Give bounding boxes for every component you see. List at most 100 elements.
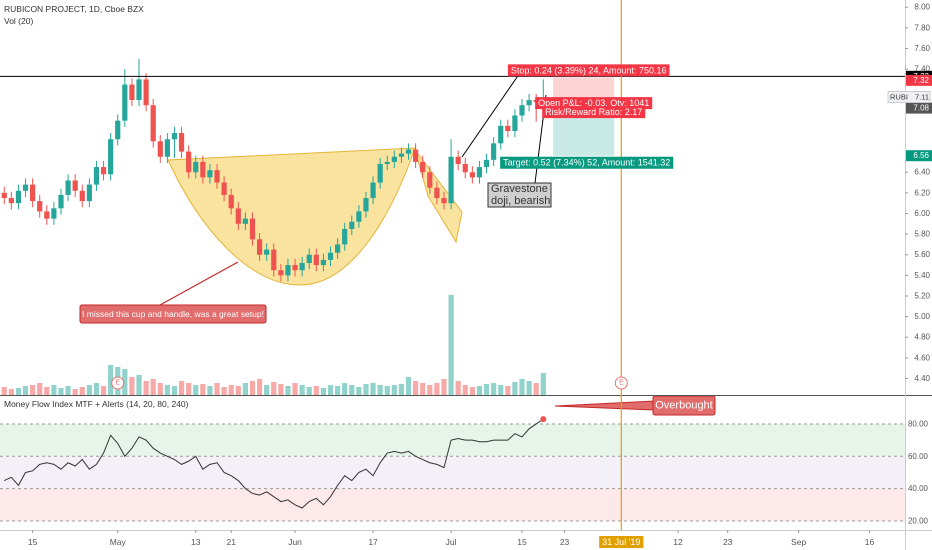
candle-body: [349, 221, 355, 229]
candle-body: [249, 218, 256, 240]
volume-bar: [313, 386, 319, 395]
volume-bar: [8, 389, 14, 395]
volume-bar: [1, 387, 7, 395]
overbought-text: Overbought: [655, 400, 712, 412]
axis-price-label: 7.32: [913, 76, 929, 85]
x-tick-label: 12: [673, 537, 683, 547]
candle-body: [58, 194, 64, 209]
candle-body: [292, 265, 298, 271]
pnl-label: Open P&L: -0.03, Qty: 1041: [538, 98, 649, 108]
stop-label-bg: [507, 64, 670, 77]
candle-body: [427, 172, 433, 188]
volume-bar: [462, 385, 468, 395]
candle-body: [476, 167, 483, 178]
volume-bar: [455, 381, 461, 395]
candle-body: [299, 262, 305, 271]
y-tick-label: 40.00: [908, 484, 929, 493]
mfi-line: [4, 418, 544, 509]
band: [0, 456, 905, 489]
candle-body: [306, 254, 312, 263]
volume-bar: [235, 386, 241, 395]
candle-body: [264, 249, 270, 255]
candle-body: [462, 163, 468, 173]
y-tick-label: 5.20: [914, 291, 930, 300]
candle-body: [505, 125, 511, 131]
volume-bar: [306, 387, 312, 395]
candle-body: [178, 133, 185, 152]
candle-body: [79, 190, 85, 202]
volume-bar: [256, 379, 263, 395]
candle-body: [8, 198, 14, 204]
candle-body: [285, 265, 291, 276]
candle-body: [51, 208, 57, 219]
volume-bar: [200, 384, 206, 395]
mfi-last-point: [540, 416, 547, 423]
candle-body: [200, 161, 206, 178]
volume-bar: [391, 385, 397, 395]
x-tick-label: 21: [226, 537, 236, 547]
doji-box: [487, 182, 552, 208]
volume-bar: [533, 383, 539, 395]
volume-bar: [207, 386, 213, 395]
volume-bar: [214, 383, 220, 395]
volume-bar: [100, 386, 107, 395]
candle-body: [171, 133, 178, 140]
candle-body: [37, 201, 43, 212]
volume-bar: [434, 383, 440, 395]
volume-bar: [349, 385, 355, 395]
volume-bar: [512, 382, 518, 395]
candle-body: [483, 159, 490, 168]
volume-bar: [143, 381, 149, 395]
target-label: Target: 0.52 (7.34%) 52, Amount: 1541.32: [503, 158, 670, 168]
candle-body: [512, 115, 518, 131]
volume-bar: [377, 385, 383, 395]
volume-bar: [384, 386, 390, 395]
volume-bar: [30, 385, 36, 395]
volume-bar: [44, 387, 50, 395]
candle-body: [278, 270, 284, 276]
volume-bar: [271, 382, 277, 395]
volume-bar: [65, 386, 71, 395]
x-tick-label: 15: [28, 537, 38, 547]
y-tick-label: 7.40: [914, 65, 930, 74]
candle-body: [157, 141, 163, 157]
y-tick-label: 4.60: [914, 353, 930, 362]
volume-bar: [441, 379, 447, 395]
volume-bar: [420, 383, 426, 395]
volume-bar: [15, 388, 22, 395]
candle-body: [413, 149, 419, 162]
candle-body: [100, 167, 107, 175]
candle-body: [221, 182, 227, 195]
candle-body: [30, 184, 36, 202]
y-tick-label: 7.80: [914, 23, 930, 32]
candle-body: [448, 156, 454, 204]
y-tick-label: 7.60: [914, 44, 930, 53]
candle-body: [150, 105, 156, 142]
earnings-label: E: [619, 380, 624, 387]
volume-bar: [469, 387, 475, 395]
candle-body: [22, 184, 29, 191]
x-tick-label: 13: [191, 537, 201, 547]
candle-body: [44, 211, 50, 219]
volume-bar: [342, 383, 348, 395]
chart-title: RUBICON PROJECT, 1D, Cboe BZX: [4, 4, 144, 14]
candle-body: [405, 149, 412, 154]
candle-body: [398, 153, 405, 157]
candle-body: [136, 79, 142, 101]
y-tick-label: 20.00: [908, 516, 929, 525]
y-tick-label: 5.60: [914, 250, 930, 259]
candle-body: [122, 84, 128, 121]
candle-body: [228, 194, 234, 209]
volume-bar: [356, 387, 362, 395]
x-tick-label: Jul: [446, 537, 457, 547]
candle-body: [420, 161, 426, 173]
volume-bar: [221, 387, 227, 395]
volume-bar: [427, 385, 433, 395]
candle-body: [327, 252, 334, 260]
y-tick-label: 5.80: [914, 230, 930, 239]
x-tick-label: 16: [865, 537, 875, 547]
candle-body: [455, 156, 461, 164]
candle-body: [356, 211, 362, 222]
candle-body: [207, 170, 213, 178]
earnings-marker: [111, 376, 125, 390]
